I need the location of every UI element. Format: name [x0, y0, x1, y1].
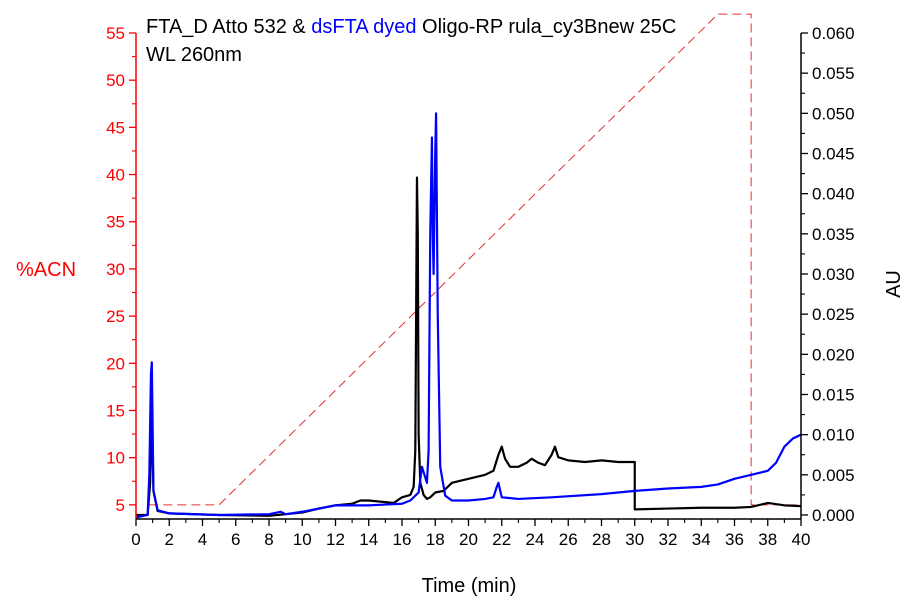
x-tick-label: 24 [526, 530, 545, 549]
y-right-tick-label: 0.010 [812, 426, 855, 445]
y-left-tick-label: 20 [106, 354, 125, 373]
x-tick-label: 16 [393, 530, 412, 549]
x-tick-label: 8 [264, 530, 273, 549]
title-part: FTA_D Atto 532 & [146, 16, 311, 38]
y-right-tick-label: 0.020 [812, 345, 855, 364]
y-left-tick-label: 15 [106, 401, 125, 420]
x-tick-label: 32 [659, 530, 678, 549]
x-tick-label: 0 [131, 530, 140, 549]
x-tick-label: 2 [165, 530, 174, 549]
y-left-tick-label: 25 [106, 307, 125, 326]
x-tick-label: 40 [792, 530, 811, 549]
y-left-tick-label: 30 [106, 260, 125, 279]
y-right-tick-label: 0.015 [812, 385, 855, 404]
y-right-tick-label: 0.035 [812, 225, 855, 244]
dsfta-trace [136, 112, 801, 519]
x-tick-label: 18 [426, 530, 445, 549]
y-left-tick-label: 5 [116, 496, 125, 515]
y-right-tick-label: 0.005 [812, 466, 855, 485]
chart-subtitle: WL 260nm [146, 44, 242, 66]
x-tick-label: 38 [758, 530, 777, 549]
y-right-tick-label: 0.050 [812, 104, 855, 123]
chart-title: FTA_D Atto 532 & dsFTA dyed Oligo-RP rul… [146, 16, 676, 38]
x-tick-label: 14 [359, 530, 378, 549]
y-left-tick-label: 35 [106, 213, 125, 232]
y-right-tick-label: 0.055 [812, 64, 855, 83]
y-right-tick-label: 0.040 [812, 185, 855, 204]
x-tick-label: 36 [725, 530, 744, 549]
title-part: dsFTA dyed [311, 16, 416, 38]
fta-d-trace [136, 176, 801, 517]
axes: 0 2 4 6 8 10 12 14 16 18 20 22 24 26 28 30 32 34 36 38 40510… [106, 24, 854, 549]
title-part: Oligo-RP rula_cy3Bnew 25C [417, 16, 677, 38]
gradient-line [149, 13, 801, 506]
y-right-tick-label: 0.045 [812, 144, 855, 163]
y-left-tick-label: 45 [106, 118, 125, 137]
x-tick-label: 20 [459, 530, 478, 549]
y-left-tick-label: 55 [106, 24, 125, 43]
y-left-tick-label: 10 [106, 449, 125, 468]
x-tick-label: 22 [492, 530, 511, 549]
y-right-tick-label: 0.000 [812, 506, 855, 525]
x-tick-label: 12 [326, 530, 345, 549]
y-left-tick-label: 50 [106, 71, 125, 90]
x-tick-label: 30 [625, 530, 644, 549]
x-tick-label: 4 [198, 530, 207, 549]
y-right-tick-label: 0.025 [812, 305, 855, 324]
y-left-tick-label: 40 [106, 166, 125, 185]
x-axis-title: Time (min) [422, 575, 517, 597]
x-tick-label: 26 [559, 530, 578, 549]
y-axis-left-title: %ACN [16, 259, 76, 281]
y-right-tick-label: 0.030 [812, 265, 855, 284]
y-right-tick-label: 0.060 [812, 24, 855, 43]
plot-area [136, 13, 801, 519]
x-tick-label: 28 [592, 530, 611, 549]
x-tick-label: 6 [231, 530, 240, 549]
x-tick-label: 34 [692, 530, 711, 549]
x-tick-label: 10 [293, 530, 312, 549]
y-axis-right-title: AU [883, 270, 905, 298]
